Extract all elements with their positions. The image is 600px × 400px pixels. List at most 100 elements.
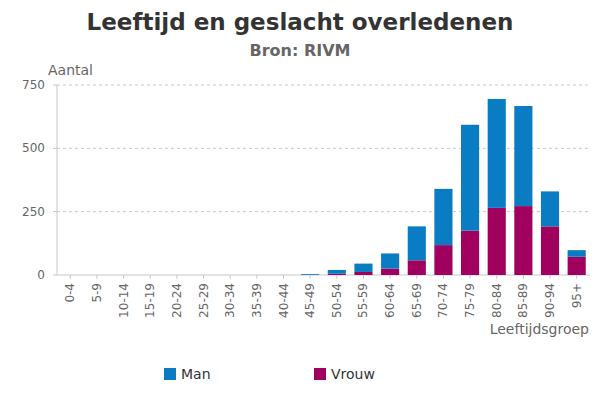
x-tick (523, 275, 524, 279)
bar (434, 189, 452, 245)
x-tick (576, 275, 577, 279)
bar (195, 275, 213, 276)
x-tick (176, 275, 177, 279)
grid-line (57, 211, 590, 212)
chart: Leeftijd en geslacht overledenen Bron: RI… (0, 0, 600, 400)
bar (568, 250, 586, 257)
x-tick-label: 60-64 (383, 283, 397, 318)
y-axis-line (57, 85, 58, 275)
bar (301, 274, 319, 275)
bar (514, 106, 532, 206)
grid-line (57, 148, 590, 149)
bar (354, 264, 372, 272)
title: Leeftijd en geslacht overledenen (87, 9, 514, 35)
bar (461, 125, 479, 231)
y-tick (53, 85, 57, 86)
bar (168, 275, 186, 276)
x-tick (70, 275, 71, 279)
bar (248, 275, 266, 276)
bar (274, 275, 292, 276)
x-tick (150, 275, 151, 279)
bar (195, 275, 213, 276)
x-tick-label: 0-4 (63, 283, 77, 303)
x-axis-line (57, 275, 590, 276)
x-tick (550, 275, 551, 279)
x-tick-label: 25-29 (197, 283, 211, 318)
bar (248, 275, 266, 276)
x-tick-label: 85-89 (516, 283, 530, 318)
bar (221, 275, 239, 276)
x-tick-label: 80-84 (490, 283, 504, 318)
x-tick (470, 275, 471, 279)
bar (568, 257, 586, 275)
grid-line (57, 85, 590, 86)
x-tick (123, 275, 124, 279)
legend-swatch (164, 368, 176, 380)
y-tick (53, 148, 57, 149)
bar (301, 273, 319, 275)
x-tick (416, 275, 417, 279)
legend-label: Man (181, 366, 211, 382)
bar (328, 270, 346, 274)
y-tick-label: 0 (37, 268, 45, 282)
y-tick (53, 275, 57, 276)
bar (61, 275, 79, 276)
bar (381, 269, 399, 275)
bar (541, 191, 559, 226)
x-tick (256, 275, 257, 279)
x-tick-label: 50-54 (330, 283, 344, 318)
bar (461, 231, 479, 275)
x-tick-label: 65-69 (410, 283, 424, 318)
bar (328, 274, 346, 275)
bar (381, 253, 399, 268)
x-tick (363, 275, 364, 279)
bar (541, 226, 559, 275)
x-tick-label: 10-14 (117, 283, 131, 318)
x-tick (203, 275, 204, 279)
x-tick-label: 30-34 (223, 283, 237, 318)
x-tick (336, 275, 337, 279)
bar (115, 275, 133, 276)
y-tick-label: 750 (22, 78, 45, 92)
bar (408, 226, 426, 260)
bar (488, 99, 506, 208)
x-tick (96, 275, 97, 279)
bar (408, 260, 426, 275)
x-tick-label: 40-44 (277, 283, 291, 318)
bar (488, 208, 506, 275)
legend-swatch (314, 368, 326, 380)
subtitle: Bron: RIVM (249, 41, 350, 60)
x-tick-label: 15-19 (143, 283, 157, 318)
bar (88, 275, 106, 276)
x-tick-label: 5-9 (90, 283, 104, 303)
x-tick-label: 75-79 (463, 283, 477, 318)
x-tick (310, 275, 311, 279)
x-tick (443, 275, 444, 279)
x-tick-label: 70-74 (436, 283, 450, 318)
x-tick-label: 35-39 (250, 283, 264, 318)
x-tick (496, 275, 497, 279)
x-axis-label: Leeftijdsgroep (490, 321, 589, 337)
bar (274, 275, 292, 276)
y-tick (53, 211, 57, 212)
bar (168, 275, 186, 276)
bar (434, 245, 452, 275)
x-tick-label: 55-59 (356, 283, 370, 318)
bar (88, 275, 106, 276)
x-tick-label: 20-24 (170, 283, 184, 318)
bar (354, 272, 372, 275)
bar (221, 275, 239, 276)
bar (115, 275, 133, 276)
bar (141, 275, 159, 276)
y-tick-label: 500 (22, 141, 45, 155)
y-axis-label: Aantal (48, 62, 93, 78)
legend-label: Vrouw (331, 366, 375, 382)
y-tick-label: 250 (22, 205, 45, 219)
bar (61, 275, 79, 276)
x-tick-label: 95+ (570, 283, 584, 308)
bars (301, 99, 586, 275)
x-tick (283, 275, 284, 279)
x-tick-label: 90-94 (543, 283, 557, 318)
bar (514, 206, 532, 275)
bar (141, 275, 159, 276)
